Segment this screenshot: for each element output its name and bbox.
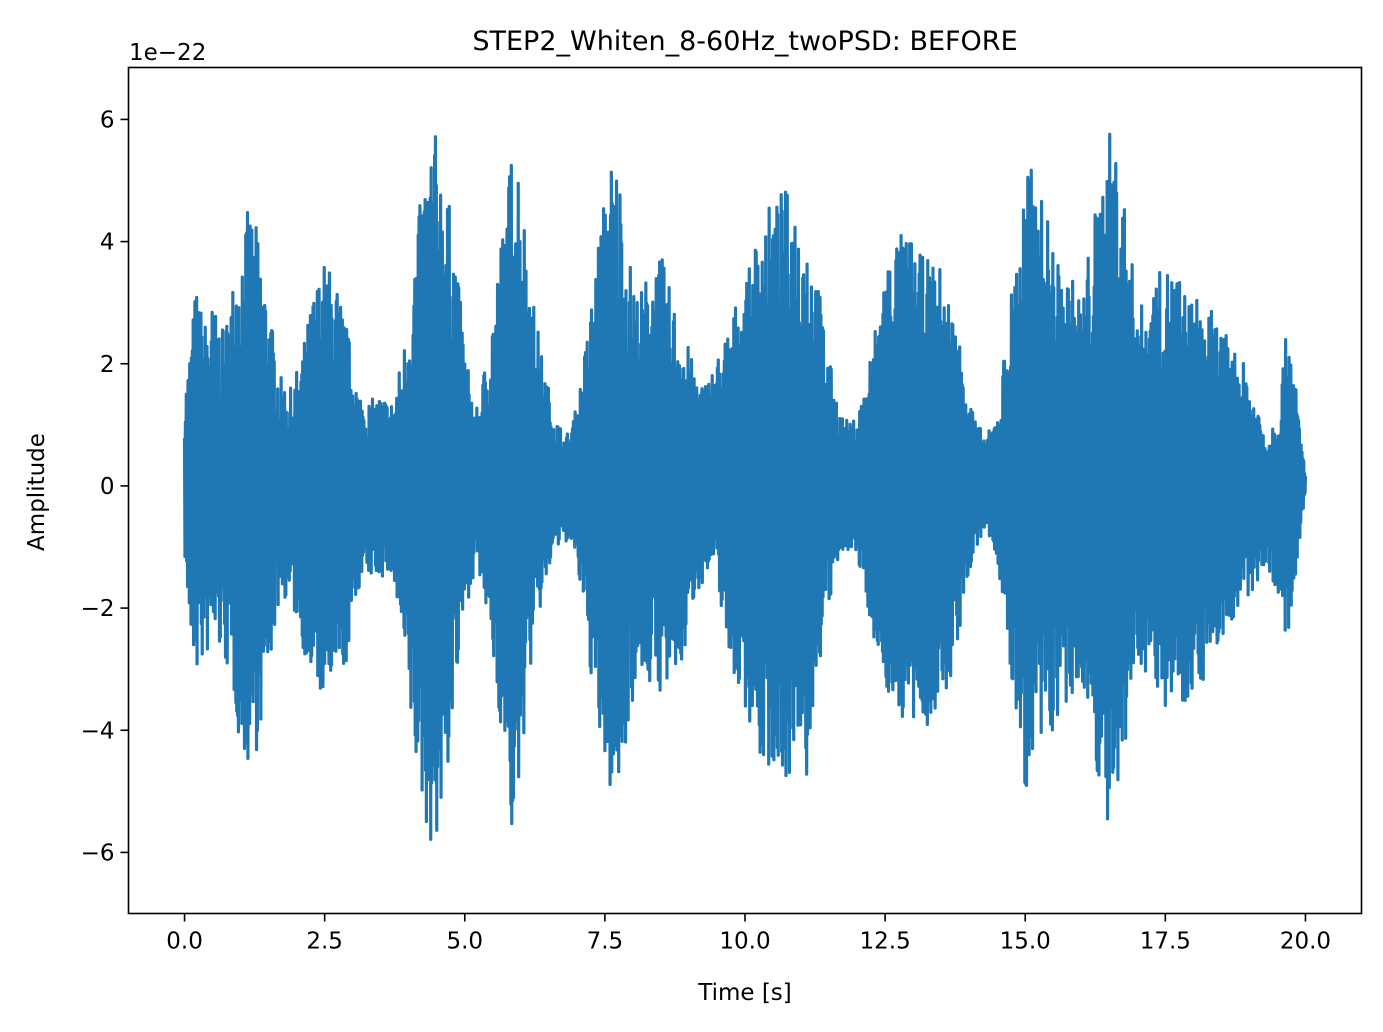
y-axis-label: Amplitude <box>24 433 50 551</box>
x-tick-label: 7.5 <box>587 929 624 955</box>
x-tick-label: 0.0 <box>166 929 203 955</box>
y-tick-label: −2 <box>81 596 115 622</box>
axes-frame <box>127 66 1363 915</box>
y-tick-label: 0 <box>100 474 115 500</box>
x-axis-ticks: 0.0 2.5 5.0 7.5 10.0 12.5 15.0 17.5 20.0 <box>166 913 1331 955</box>
x-tick-label: 17.5 <box>1140 929 1191 955</box>
y-offset-label: 1e−22 <box>129 40 206 66</box>
x-tick-label: 12.5 <box>860 929 911 955</box>
y-axis-ticks: −6 −4 −2 0 2 4 6 <box>81 107 129 866</box>
x-tick-label: 15.0 <box>1000 929 1051 955</box>
x-tick-label: 20.0 <box>1280 929 1331 955</box>
chart-title: STEP2_Whiten_8-60Hz_twoPSD: BEFORE <box>472 26 1017 57</box>
y-tick-label: 4 <box>100 230 115 256</box>
x-tick-label: 10.0 <box>719 929 770 955</box>
signal-core-band <box>184 277 1306 701</box>
y-tick-label: −6 <box>81 840 115 866</box>
x-tick-label: 2.5 <box>306 929 343 955</box>
plot-area <box>182 132 1308 841</box>
x-tick-label: 5.0 <box>446 929 483 955</box>
y-tick-label: −4 <box>81 718 115 744</box>
x-axis-label: Time [s] <box>697 980 792 1006</box>
y-tick-label: 2 <box>100 352 115 378</box>
y-tick-label: 6 <box>100 107 115 133</box>
